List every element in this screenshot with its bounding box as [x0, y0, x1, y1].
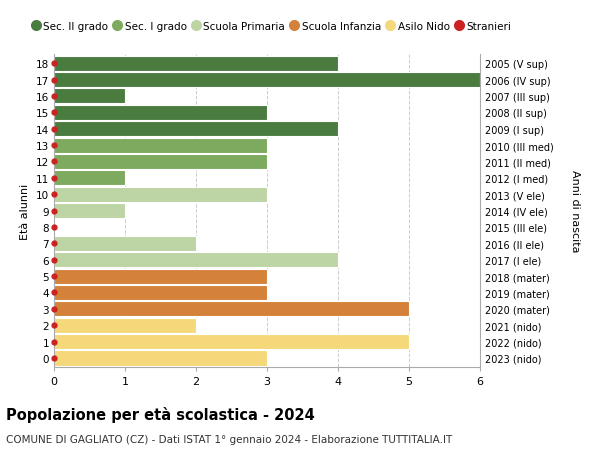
- Bar: [54, 302, 409, 317]
- Bar: [54, 204, 125, 218]
- Legend: Sec. II grado, Sec. I grado, Scuola Primaria, Scuola Infanzia, Asilo Nido, Stran: Sec. II grado, Sec. I grado, Scuola Prim…: [29, 20, 513, 34]
- Bar: [54, 351, 267, 366]
- Bar: [54, 334, 409, 349]
- Bar: [54, 122, 338, 137]
- Bar: [54, 56, 338, 72]
- Text: Popolazione per età scolastica - 2024: Popolazione per età scolastica - 2024: [6, 406, 315, 422]
- Bar: [54, 236, 196, 252]
- Bar: [54, 138, 267, 153]
- Bar: [54, 285, 267, 300]
- Bar: [54, 318, 196, 333]
- Y-axis label: Età alunni: Età alunni: [20, 183, 31, 239]
- Bar: [54, 106, 267, 121]
- Bar: [54, 155, 267, 170]
- Bar: [54, 252, 338, 268]
- Bar: [54, 187, 267, 202]
- Y-axis label: Anni di nascita: Anni di nascita: [570, 170, 580, 252]
- Bar: [54, 89, 125, 104]
- Text: COMUNE DI GAGLIATO (CZ) - Dati ISTAT 1° gennaio 2024 - Elaborazione TUTTITALIA.I: COMUNE DI GAGLIATO (CZ) - Dati ISTAT 1° …: [6, 434, 452, 444]
- Bar: [54, 73, 480, 88]
- Bar: [54, 269, 267, 284]
- Bar: [54, 171, 125, 186]
